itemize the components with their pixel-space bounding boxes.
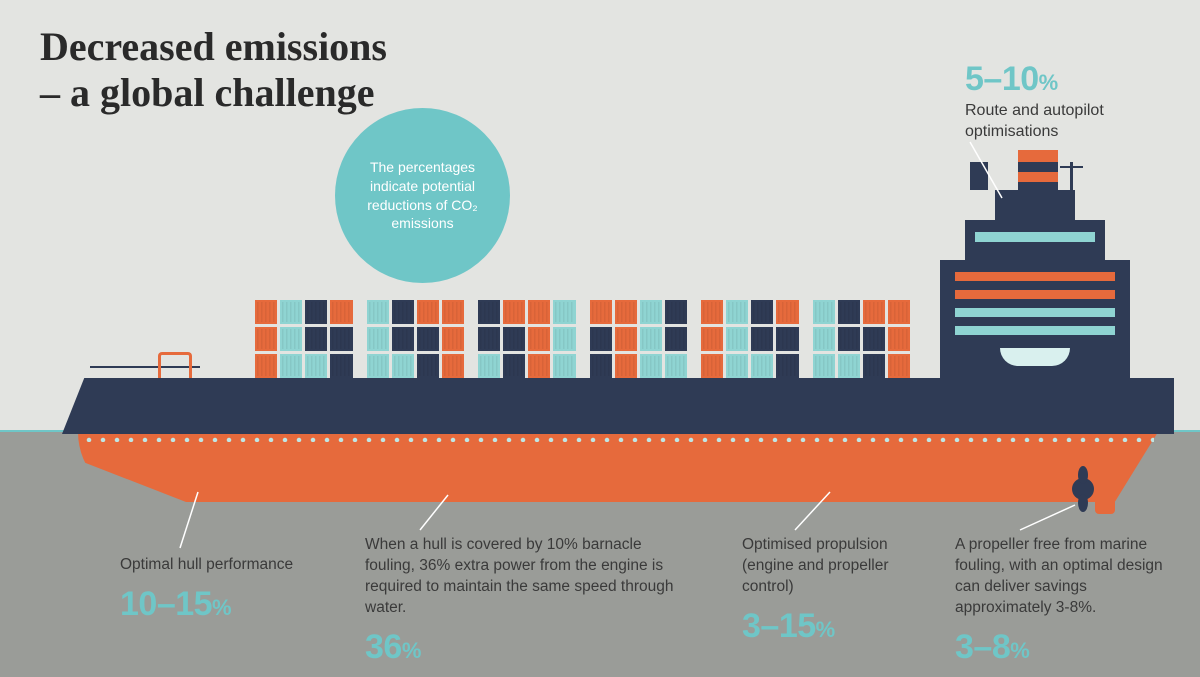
callout-hull-perf: Optimal hull performance 10–15% bbox=[120, 555, 310, 628]
callout-percent: 36% bbox=[365, 625, 675, 671]
callout-label: Optimised propulsion (engine and propell… bbox=[742, 535, 922, 598]
callout-percent: 10–15% bbox=[120, 582, 310, 628]
callout-percent: 3–8% bbox=[955, 625, 1185, 671]
callout-label: When a hull is covered by 10% barnacle f… bbox=[365, 535, 675, 619]
callout-label: Optimal hull performance bbox=[120, 555, 310, 576]
callout-percent: 3–15% bbox=[742, 604, 922, 650]
callout-barnacle: When a hull is covered by 10% barnacle f… bbox=[365, 535, 675, 671]
callout-propulsion: Optimised propulsion (engine and propell… bbox=[742, 535, 922, 650]
callout-propeller: A propeller free from marine fouling, wi… bbox=[955, 535, 1185, 671]
callout-label: A propeller free from marine fouling, wi… bbox=[955, 535, 1185, 619]
callouts-layer: Optimal hull performance 10–15% When a hul… bbox=[0, 0, 1200, 675]
